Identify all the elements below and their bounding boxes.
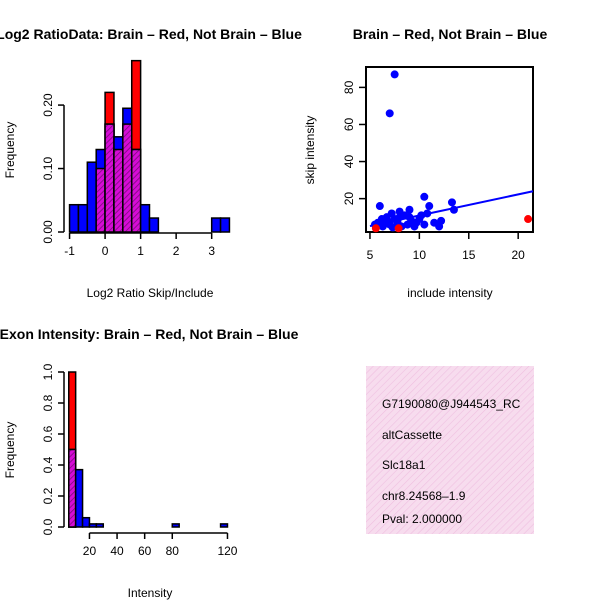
ratio-x-tick-label-0: -1 [64, 244, 75, 258]
legend-probe-id: G7190080@J944543_RC [382, 397, 521, 411]
info-legend-background [366, 366, 534, 534]
intensity-y-tick-label-5: 1.0 [41, 363, 55, 380]
ratio-y-tick-label-0: 0.00 [41, 220, 55, 244]
scatter-plot-box [365, 66, 534, 233]
ratio-x-tick-label-4: 3 [208, 244, 215, 258]
scatter-point-not-brain-31 [382, 213, 391, 222]
scatter-x-tick-label-0: 5 [367, 248, 374, 262]
ratio-x-tick-label-2: 1 [137, 244, 144, 258]
bar-overlap-ratio-4 [104, 123, 115, 233]
scatter-point-not-brain-8 [405, 205, 414, 214]
bar-not-brain-ratio-2 [86, 161, 97, 233]
info-legend-panel: G7190080@J944543_RC altCassette Slc18a1 … [366, 366, 534, 534]
scatter-chart-title: Brain – Red, Not Brain – Blue [353, 26, 548, 42]
scatter-point-brain-1 [394, 224, 403, 233]
bar-not-brain-ratio-9 [148, 217, 160, 233]
scatter-point-brain-0 [371, 224, 380, 233]
intensity-x-tick-label-4: 120 [217, 544, 237, 558]
bar-not-brain-ratio-8 [139, 203, 151, 233]
scatter-point-not-brain-3 [420, 192, 429, 201]
bar-not-brain-ratio-0 [68, 203, 80, 233]
ratio-x-tick-label-1: 0 [102, 244, 109, 258]
bar-overlap-ratio-6 [122, 123, 133, 233]
scatter-panel: Brain – Red, Not Brain – Blue include in… [303, 26, 547, 300]
bar-overlap-ratio-7 [130, 148, 142, 233]
bar-not-brain-ratio-16 [210, 217, 222, 233]
intensity-x-tick-label-2: 60 [138, 544, 152, 558]
intensity-y-tick-label-3: 0.6 [41, 425, 55, 442]
scatter-point-not-brain-26 [420, 220, 429, 229]
scatter-point-not-brain-2 [375, 202, 384, 211]
intensity-y-tick-label-1: 0.2 [41, 487, 55, 504]
scatter-point-not-brain-29 [437, 216, 446, 225]
ratio-x-label: Log2 Ratio Skip/Include [87, 286, 214, 300]
scatter-y-tick-label-3: 80 [342, 80, 356, 94]
scatter-x-tick-label-2: 15 [462, 248, 476, 262]
bar-not-brain-intensity-3 [88, 523, 98, 528]
scatter-point-not-brain-34 [405, 213, 414, 222]
intensity-y-tick-label-2: 0.4 [41, 456, 55, 473]
ratio-chart-title: Log2 RatioData: Brain – Red, Not Brain –… [0, 26, 302, 42]
intensity-x-label: Intensity [128, 586, 173, 600]
ratio-y-label: Frequency [3, 122, 17, 179]
scatter-point-not-brain-18 [378, 222, 387, 231]
intensity-chart-title: Exon Intensity: Brain – Red, Not Brain –… [0, 326, 299, 342]
legend-location: chr8.24568–1.9 [382, 489, 466, 503]
scatter-y-tick-label-0: 20 [342, 192, 356, 206]
bar-not-brain-intensity-2 [81, 516, 91, 528]
bar-not-brain-intensity-1 [74, 468, 84, 528]
legend-pval: Pval: 2.000000 [382, 512, 462, 526]
scatter-point-not-brain-33 [395, 207, 404, 216]
bar-overlap-ratio-3 [95, 167, 106, 233]
scatter-point-not-brain-32 [388, 223, 397, 232]
scatter-point-not-brain-5 [449, 205, 458, 214]
legend-event-type: altCassette [382, 428, 442, 442]
scatter-y-tick-label-1: 40 [342, 155, 356, 169]
intensity-x-tick-label-1: 40 [110, 544, 124, 558]
ratio-y-tick-label-1: 0.10 [41, 157, 55, 181]
ratio-x-tick-label-3: 2 [173, 244, 180, 258]
intensity-y-tick-label-4: 0.8 [41, 394, 55, 411]
bar-not-brain-intensity-4 [95, 523, 105, 528]
bar-overlap-intensity-0 [68, 448, 77, 528]
intensity-y-tick-label-0: 0.0 [41, 518, 55, 535]
scatter-point-not-brain-6 [425, 202, 434, 211]
bar-not-brain-ratio-1 [77, 203, 89, 233]
scatter-x-label: include intensity [407, 286, 492, 300]
intensity-y-label: Frequency [3, 422, 17, 479]
bar-overlap-ratio-5 [113, 148, 124, 233]
bar-not-brain-ratio-17 [219, 217, 231, 233]
bar-not-brain-intensity-15 [171, 523, 180, 528]
intensity-histogram-panel: Exon Intensity: Brain – Red, Not Brain –… [0, 326, 299, 600]
scatter-point-brain-2 [524, 215, 533, 224]
scatter-y-label: skip intensity [303, 116, 317, 185]
scatter-point-not-brain-1 [385, 109, 394, 118]
scatter-point-not-brain-30 [410, 222, 419, 231]
ratio-y-tick-label-2: 0.20 [41, 93, 55, 117]
scatter-y-tick-label-2: 60 [342, 117, 356, 131]
intensity-x-tick-label-3: 80 [166, 544, 180, 558]
scatter-x-tick-label-3: 20 [511, 248, 525, 262]
scatter-point-not-brain-4 [447, 198, 456, 207]
info-legend-box: G7190080@J944543_RC altCassette Slc18a1 … [366, 366, 534, 534]
intensity-x-tick-label-0: 20 [83, 544, 97, 558]
legend-gene: Slc18a1 [382, 458, 426, 472]
scatter-point-not-brain-35 [417, 211, 426, 220]
ratio-histogram-panel: Log2 RatioData: Brain – Red, Not Brain –… [0, 26, 302, 300]
scatter-point-not-brain-0 [390, 70, 399, 79]
bar-not-brain-intensity-22 [219, 523, 229, 528]
scatter-x-tick-label-1: 10 [413, 248, 427, 262]
